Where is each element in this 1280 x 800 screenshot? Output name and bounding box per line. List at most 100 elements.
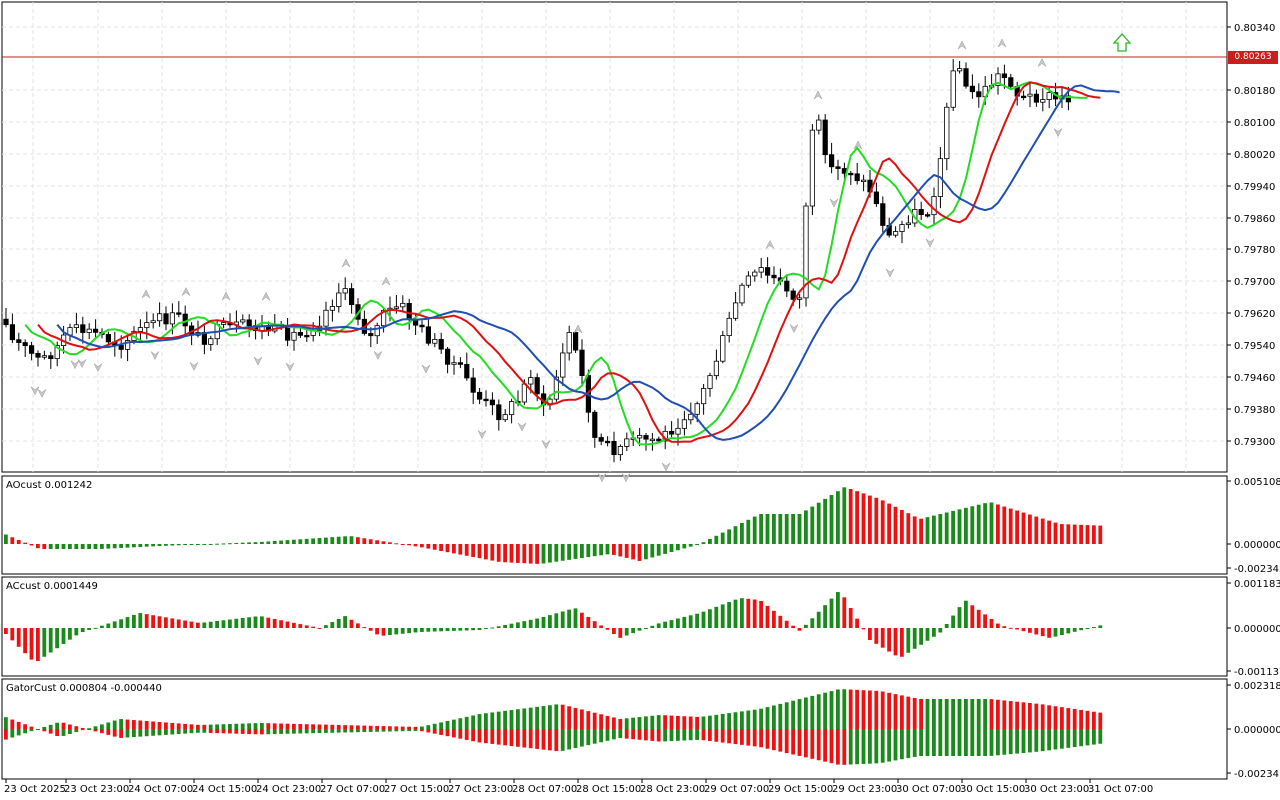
ac-bar (548, 615, 552, 628)
gator-upper-bar (400, 726, 405, 729)
gator-upper-bar (637, 717, 642, 729)
time-axis-label: 28 Oct 15:00 (576, 784, 641, 795)
gator-upper-bar (816, 694, 821, 729)
ac-bar (855, 618, 859, 628)
ac-bar (247, 617, 251, 628)
ao-bar (740, 523, 744, 544)
ac-bar (1053, 628, 1058, 637)
gator-lower-bar (983, 729, 987, 756)
ac-bar (516, 622, 520, 628)
gator-upper-bar (650, 715, 655, 729)
gator-upper-bar (138, 720, 143, 729)
ao-title: AOcust 0.001242 (6, 480, 92, 491)
gator-upper-bar (394, 726, 399, 729)
gator-upper-bar (119, 719, 123, 729)
gator-lower-bar (804, 729, 808, 758)
gator-lower-bar (1040, 729, 1045, 752)
ac-bar (400, 628, 405, 634)
ac-bar (253, 616, 258, 628)
gator-lower-bar (330, 729, 335, 733)
ac-histogram (4, 592, 1103, 661)
gator-upper-bar (260, 723, 264, 729)
gator-lower-bar (778, 729, 783, 752)
gator-lower-bar (784, 729, 789, 754)
gator-upper-bar (240, 723, 245, 729)
ao-bar (164, 544, 168, 546)
ao-bar (285, 540, 290, 544)
candle-body (848, 172, 854, 176)
candle-body (380, 309, 387, 327)
gator-lower-bar (349, 729, 354, 733)
gator-upper-bar (407, 726, 411, 729)
ac-bar (324, 625, 328, 628)
candle-body (579, 349, 585, 376)
gator-lower-bar (541, 729, 546, 750)
gator-lower-bar (516, 729, 520, 747)
gator-lower-bar (1079, 729, 1083, 747)
ao-bar (1008, 508, 1013, 544)
ac-bar (292, 622, 296, 628)
ac-bar (1028, 628, 1032, 633)
gator-lower-bar (592, 729, 597, 744)
gator-upper-bar (983, 699, 987, 729)
candle-body (675, 427, 681, 435)
ao-bar (279, 540, 283, 544)
ao-bar (996, 504, 1000, 544)
gator-upper-bar (87, 728, 91, 730)
fractal-up-icon (221, 291, 231, 301)
fractal-down-icon (93, 363, 103, 373)
gator-lower-bar (554, 729, 559, 752)
candle-body (771, 274, 777, 279)
gator-upper-bar (413, 726, 418, 729)
gator-lower-bar (298, 729, 303, 734)
candle-body (508, 401, 515, 416)
ac-bar (170, 618, 175, 628)
gator-lower-bar (599, 729, 603, 743)
gator-lower-bar (381, 729, 386, 732)
gator-lower-bar (1047, 729, 1051, 751)
gator-upper-bar (10, 719, 15, 729)
gator-lower-bar (989, 729, 994, 756)
gator-upper-bar (720, 713, 725, 729)
candle-body (624, 438, 630, 447)
gator-lower-bar (586, 729, 591, 746)
candle-body (598, 437, 604, 442)
gator-lower-bar (80, 727, 85, 729)
ao-bar (87, 544, 91, 549)
candle-body (368, 333, 374, 337)
gator-upper-bar (925, 699, 930, 729)
ao-bar (791, 514, 795, 544)
ao-bar (829, 495, 834, 544)
gator-upper-bar (624, 718, 629, 729)
ao-bar (637, 544, 642, 561)
gator-upper-bar (285, 723, 290, 729)
gator-upper-bar (68, 729, 72, 734)
gator-upper-bar (663, 715, 667, 729)
ac-bar (797, 628, 802, 631)
gator-upper-bar (535, 706, 539, 729)
gator-lower-bar (247, 729, 251, 735)
ao-bar (1066, 524, 1071, 544)
gator-upper-bar (221, 724, 226, 729)
ac-bar (484, 628, 488, 629)
ao-bar (247, 542, 251, 544)
candle-body (144, 322, 150, 329)
ac-bar (868, 628, 872, 640)
ao-bar (260, 541, 264, 544)
gator-lower-bar (164, 729, 168, 735)
gator-lower-bar (170, 729, 175, 735)
gator-upper-bar (61, 729, 66, 736)
gator-lower-bar (906, 729, 911, 759)
candle-body (733, 302, 739, 319)
ac-bar (317, 627, 322, 629)
ao-bar (656, 544, 661, 556)
gator-upper-bar (471, 715, 475, 729)
gator-upper-bar (631, 717, 635, 729)
candle-body (3, 318, 9, 326)
ac-bar (266, 617, 271, 628)
gator-lower-bar (388, 729, 392, 732)
candle-body (637, 435, 643, 439)
candle-body (1033, 93, 1039, 103)
gator-lower-bar (439, 729, 443, 735)
